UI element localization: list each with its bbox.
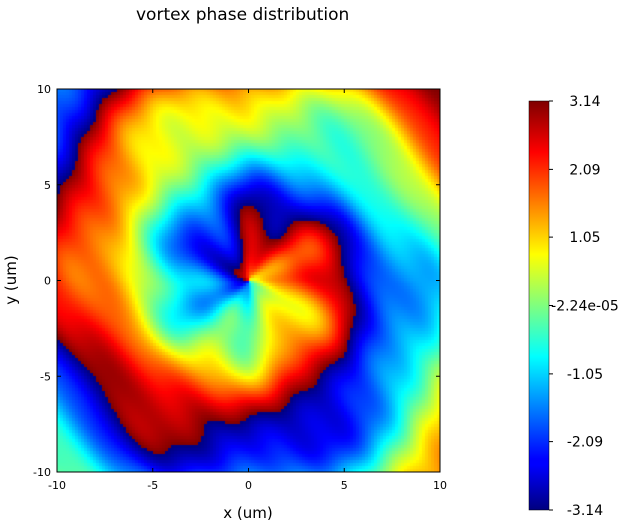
chart-title: vortex phase distribution <box>136 5 350 25</box>
x-tick-label: 5 <box>341 479 348 492</box>
y-tick-label: 0 <box>44 275 51 288</box>
colorbar-tick-label: 2.09 <box>569 162 600 178</box>
y-tick-label: 5 <box>44 179 51 192</box>
x-tick-label: -5 <box>147 479 158 492</box>
x-axis-label: x (um) <box>223 504 272 522</box>
colorbar-tick-label: -2.09 <box>567 435 603 451</box>
y-tick-label: -10 <box>33 466 51 479</box>
x-tick-label: 0 <box>245 479 252 492</box>
y-axis-ticks: -10 -5 0 5 10 <box>33 83 440 479</box>
phase-heatmap <box>57 89 440 472</box>
colorbar-tick-label: 3.14 <box>569 94 600 110</box>
colorbar-tick-label: -1.05 <box>567 367 603 383</box>
colorbar-tick-label: 1.05 <box>569 230 600 246</box>
x-axis-ticks: -10 -5 0 5 10 <box>48 89 447 492</box>
x-tick-label: 10 <box>433 479 447 492</box>
colorbar-tick-label: -3.14 <box>567 503 603 519</box>
colorbar-tick-label: -2.24e-05 <box>551 299 619 315</box>
colorbar-ticks: 3.14 2.09 1.05 -2.24e-05 -1.05 -2.09 -3.14 <box>549 94 619 519</box>
y-axis-label: y (um) <box>2 255 20 304</box>
y-tick-label: 10 <box>37 83 51 96</box>
colorbar <box>528 100 550 511</box>
y-tick-label: -5 <box>40 370 51 383</box>
x-tick-label: -10 <box>48 479 66 492</box>
